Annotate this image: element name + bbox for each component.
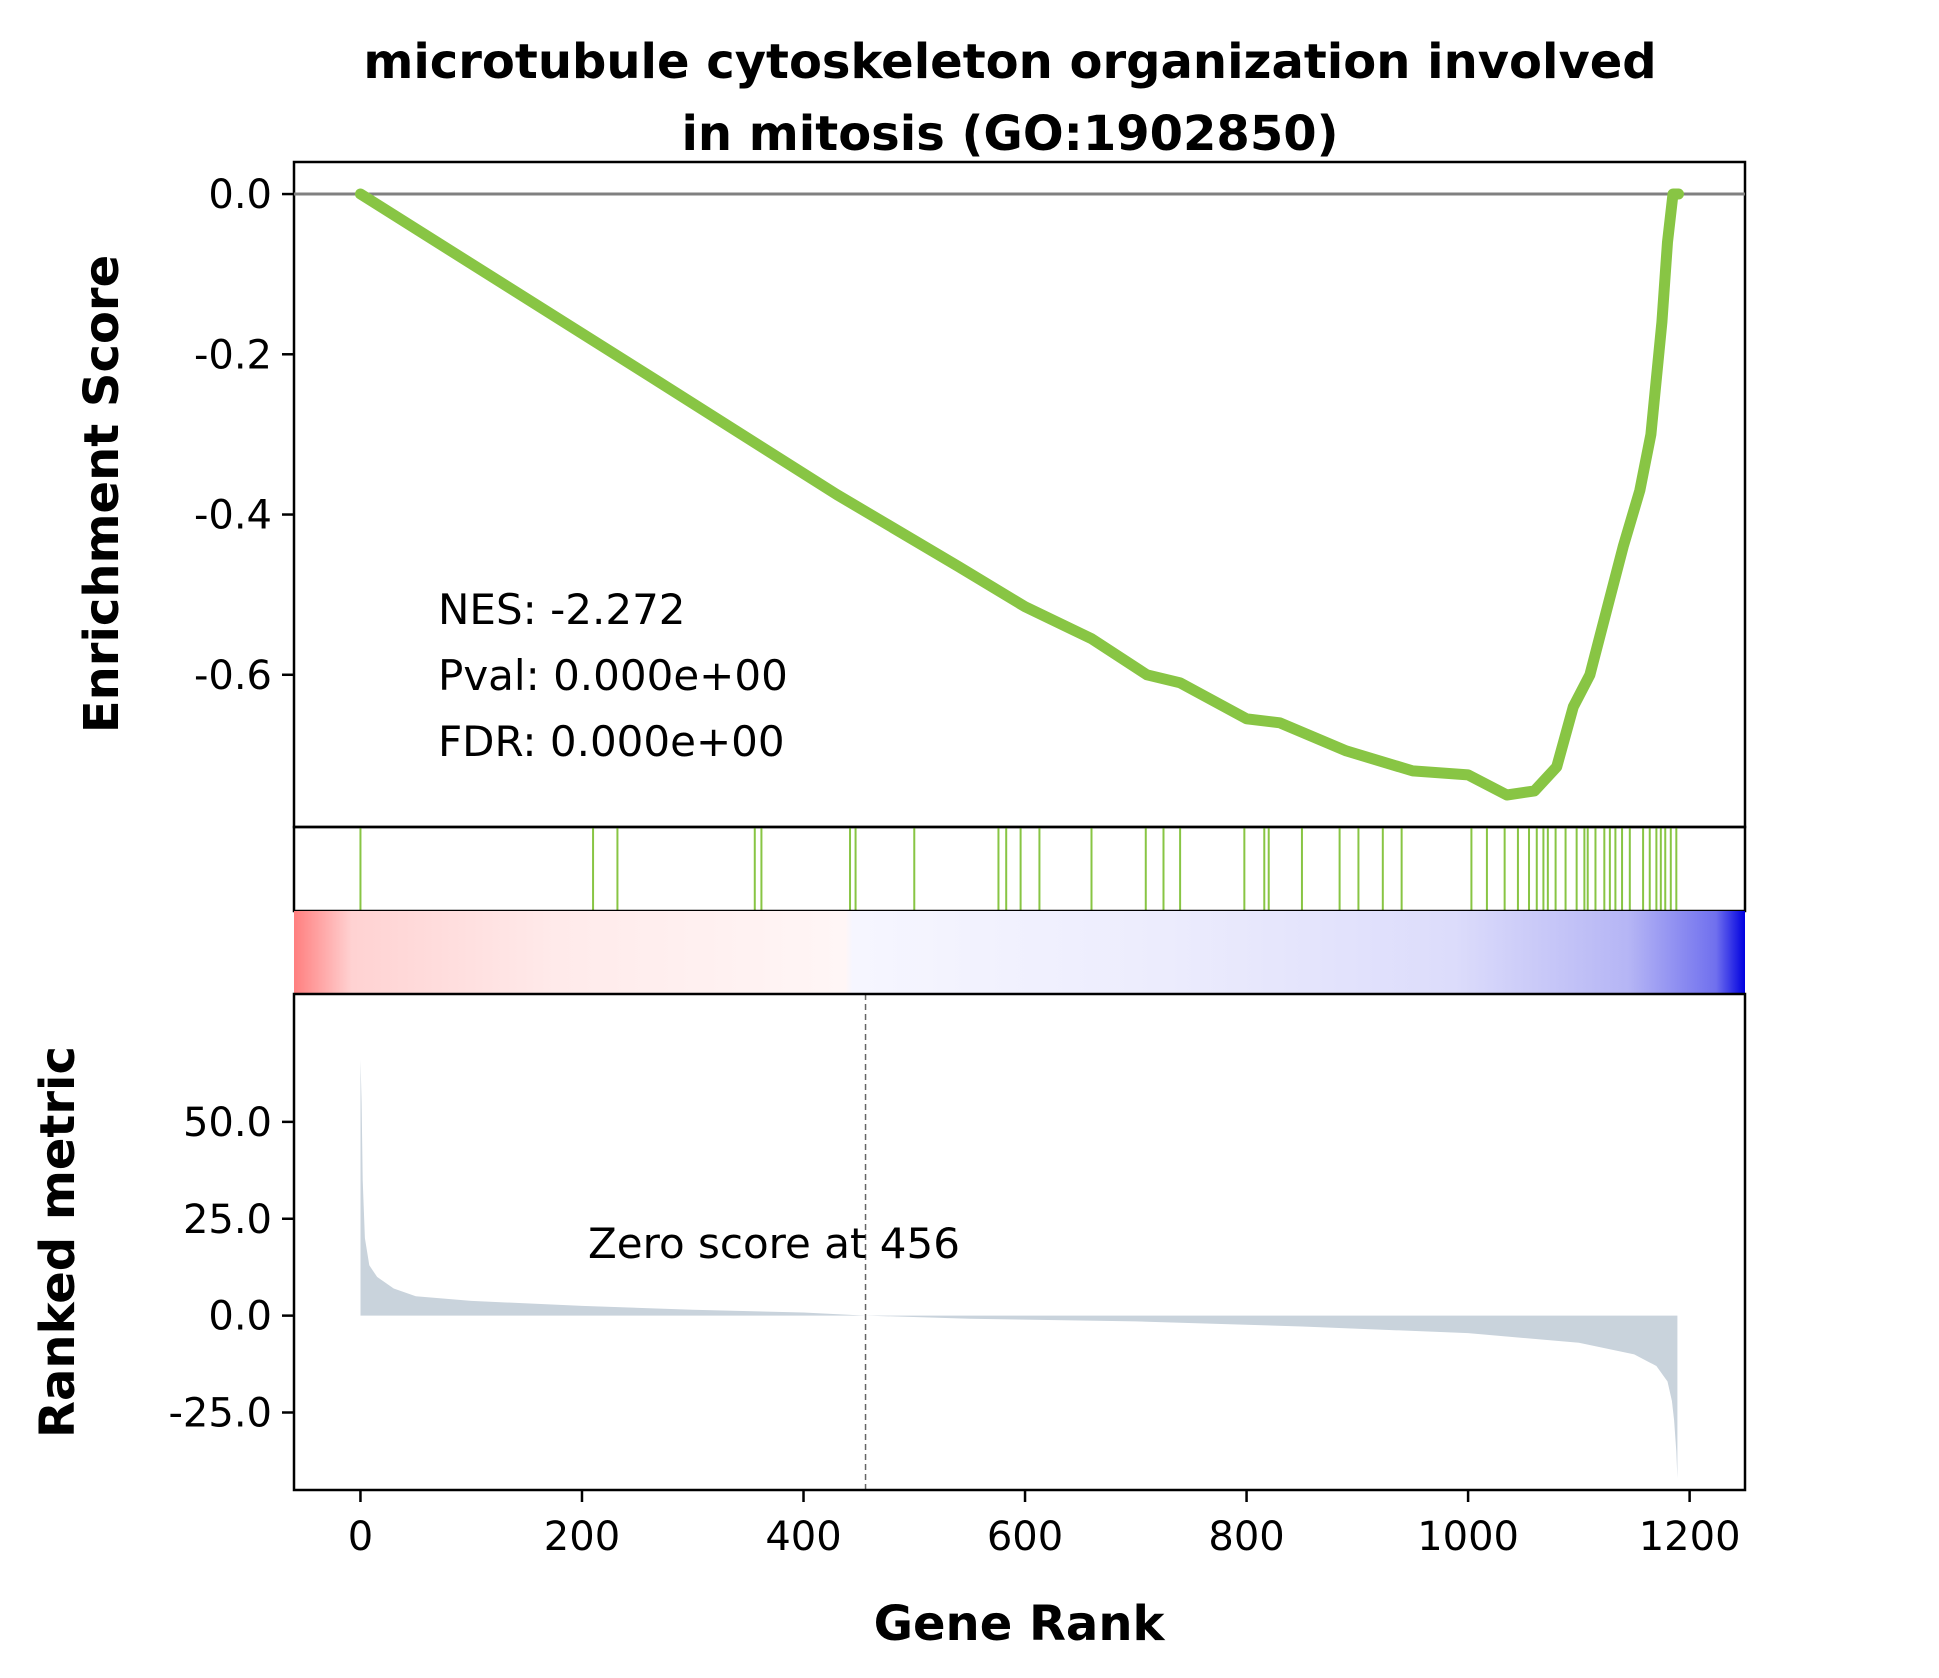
chart-title-line-1: microtubule cytoskeleton organization in… — [363, 34, 1656, 90]
rm-y-tick-label: -25.0 — [169, 1391, 273, 1437]
rm-panel-frame — [292, 992, 1747, 1492]
pval-label: Pval: 0.000e+00 — [438, 651, 788, 700]
x-axis-ticks: 0 200 400 600 800 1000 1200 — [348, 1490, 1741, 1560]
x-axis-label: Gene Rank — [874, 1596, 1166, 1652]
rm-y-axis-label: Ranked metric — [30, 1046, 86, 1438]
enrichment-score-panel: 0.0 -0.2 -0.4 -0.6 NES: -2.272 Pval: 0.000e… — [74, 160, 1747, 829]
nes-label: NES: -2.272 — [438, 585, 686, 634]
x-tick-label: 200 — [544, 1514, 620, 1560]
x-tick-label: 600 — [987, 1514, 1063, 1560]
chart-title-line-2: in mitosis (GO:1902850) — [681, 106, 1338, 162]
es-y-tick-label: -0.4 — [194, 493, 272, 539]
hits-panel-frame — [292, 825, 1747, 913]
x-tick-label: 800 — [1208, 1514, 1284, 1560]
enrichment-score-line — [355, 188, 1684, 801]
x-tick-label: 1000 — [1417, 1514, 1519, 1560]
rm-y-tick-label: 0.0 — [208, 1294, 272, 1340]
gene-hit-lines — [359, 827, 1678, 911]
es-y-ticks: 0.0 -0.2 -0.4 -0.6 — [194, 172, 294, 699]
rm-y-ticks: 50.0 25.0 0.0 -25.0 — [169, 1100, 294, 1437]
es-y-axis-label: Enrichment Score — [74, 255, 130, 733]
es-y-tick-label: 0.0 — [208, 172, 272, 218]
ranked-metric-panel: Zero score at 456 50.0 25.0 0.0 -25.0 Ranke… — [30, 992, 1747, 1492]
zero-score-label: Zero score at 456 — [588, 1219, 960, 1268]
x-tick-label: 0 — [348, 1514, 373, 1560]
rm-y-tick-label: 25.0 — [183, 1197, 272, 1243]
fdr-label: FDR: 0.000e+00 — [438, 717, 785, 766]
es-y-tick-label: -0.2 — [194, 332, 272, 378]
es-y-tick-label: -0.6 — [194, 653, 272, 699]
rank-color-bar — [294, 911, 1745, 994]
x-tick-label: 400 — [765, 1514, 841, 1560]
x-tick-label: 1200 — [1639, 1514, 1741, 1560]
ranked-metric-area — [360, 1059, 1678, 1479]
rm-y-tick-label: 50.0 — [183, 1100, 272, 1146]
gene-hits-panel — [292, 825, 1747, 913]
